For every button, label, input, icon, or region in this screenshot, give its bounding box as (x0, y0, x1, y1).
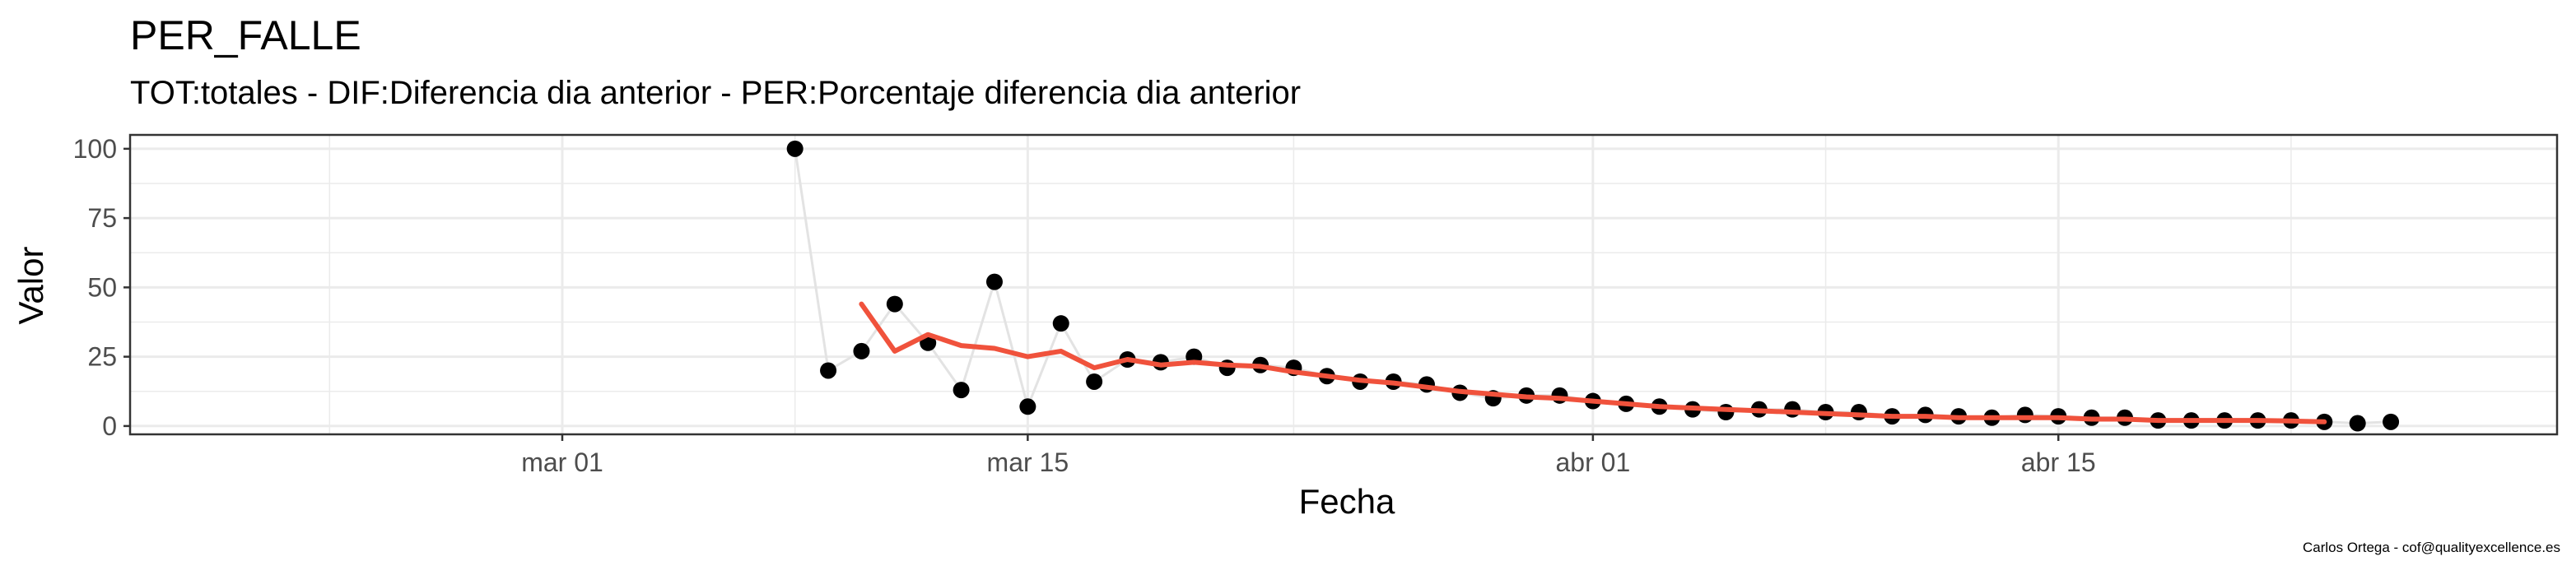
data-point (1052, 315, 1069, 332)
data-point (1019, 398, 1036, 415)
y-tick-label: 25 (87, 342, 117, 372)
data-point (853, 342, 870, 359)
data-point (1784, 401, 1801, 418)
data-point (2383, 413, 2400, 430)
data-point (1850, 404, 1867, 421)
data-point (1717, 404, 1735, 421)
caption: Carlos Ortega - cof@qualityexcellence.es (2303, 540, 2560, 555)
y-tick-label: 50 (87, 272, 117, 302)
y-tick-label: 100 (73, 134, 117, 164)
y-tick-label: 0 (102, 411, 117, 441)
data-point (2349, 415, 2366, 432)
plot-panel (128, 133, 2559, 436)
y-tick-label: 75 (87, 203, 117, 233)
grid-minor (130, 135, 2557, 434)
grid-major (130, 135, 2557, 434)
y-axis: 0 25 50 75 100 (73, 134, 130, 441)
data-point (953, 382, 970, 399)
data-point (820, 362, 837, 379)
data-point (886, 295, 903, 313)
chart-subtitle: TOT:totales - DIF:Diferencia dia anterio… (130, 75, 1301, 111)
trend-polyline (859, 301, 2327, 424)
x-axis-title: Fecha (1299, 482, 1395, 521)
x-tick-label: abr 01 (1556, 447, 1631, 477)
x-tick-label: mar 15 (987, 447, 1069, 477)
data-point (1086, 373, 1103, 390)
data-point (1551, 387, 1568, 404)
x-tick-label: abr 15 (2021, 447, 2096, 477)
data-point (2016, 406, 2033, 424)
panel-border (128, 133, 2559, 436)
chart-title: PER_FALLE (130, 12, 361, 58)
x-axis: mar 01 mar 15 abr 01 abr 15 (521, 434, 2096, 477)
data-point (786, 140, 804, 157)
trend-line (859, 301, 2327, 424)
data-point (985, 273, 1003, 290)
x-tick-label: mar 01 (521, 447, 603, 477)
y-axis-title: Valor (12, 247, 50, 325)
data-point (1218, 359, 1236, 377)
